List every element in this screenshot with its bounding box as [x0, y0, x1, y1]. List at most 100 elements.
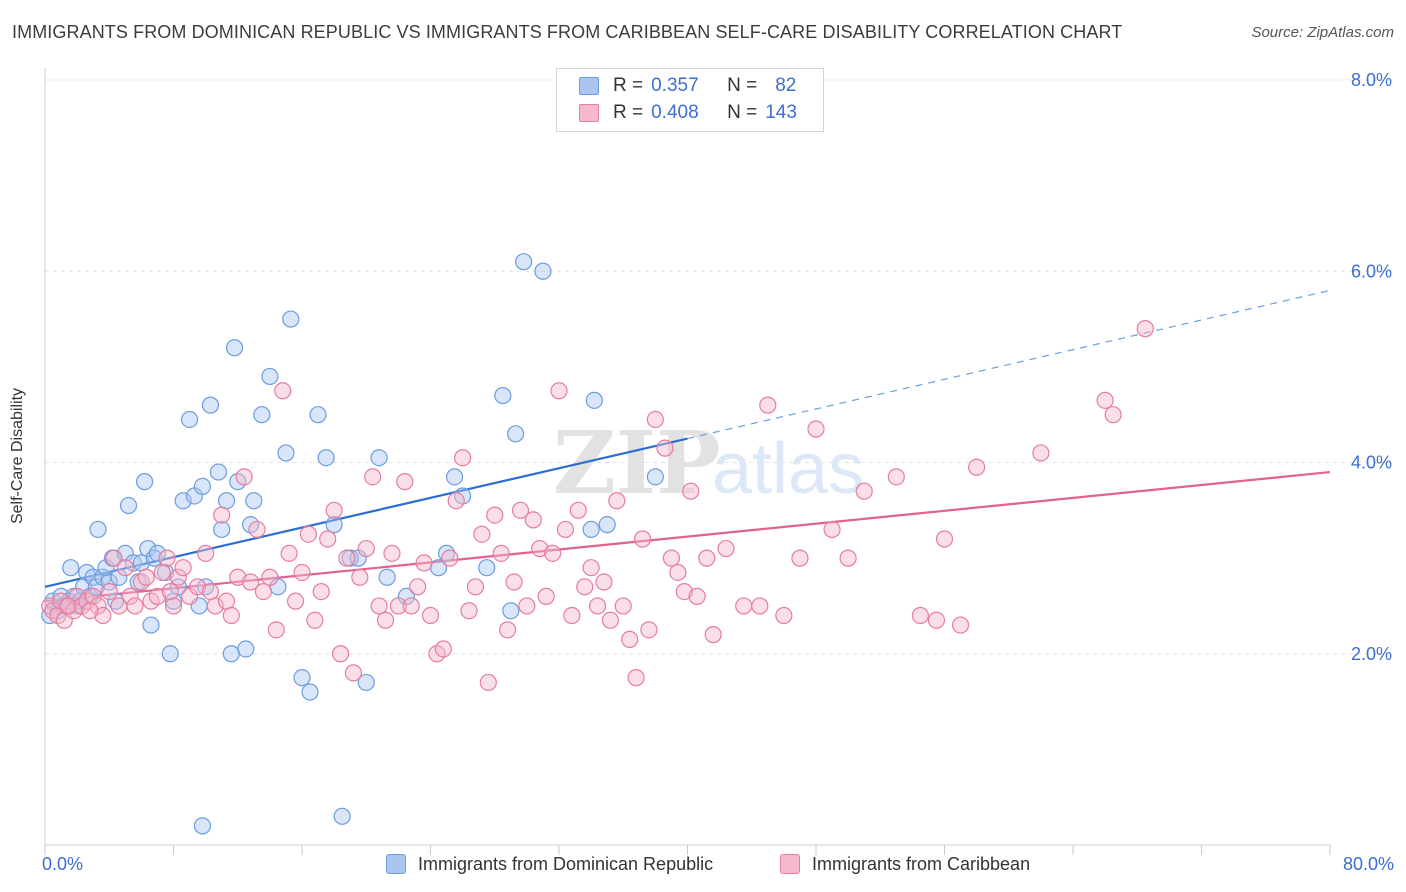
- n-value: 82: [775, 75, 797, 96]
- data-point: [445, 468, 464, 486]
- chart-title: IMMIGRANTS FROM DOMINICAN REPUBLIC VS IM…: [12, 22, 1123, 42]
- data-point: [161, 645, 179, 663]
- data-point: [688, 587, 706, 605]
- data-point: [164, 597, 183, 615]
- data-point: [534, 262, 552, 280]
- data-point: [682, 482, 700, 500]
- data-point: [282, 310, 300, 328]
- trend-lines: [44, 289, 1331, 603]
- n-label: N =: [727, 75, 758, 96]
- correlation-legend: R = 0.357 N = 82 R = 0.408 N = 143: [556, 68, 824, 132]
- data-point: [751, 597, 769, 615]
- data-point: [267, 621, 285, 639]
- data-point: [193, 477, 212, 496]
- n-label: N =: [727, 102, 758, 123]
- data-point: [698, 549, 716, 567]
- data-point: [614, 597, 632, 615]
- data-point: [466, 578, 485, 596]
- y-axis-label: Self-Care Disability: [9, 387, 26, 525]
- data-point: [274, 382, 292, 400]
- data-point: [84, 568, 102, 586]
- x-tick-label-max: 80.0%: [1343, 854, 1394, 874]
- data-point: [299, 525, 318, 543]
- data-point: [242, 573, 260, 591]
- data-point: [222, 606, 240, 625]
- data-point: [317, 449, 335, 467]
- data-point: [582, 559, 600, 577]
- data-point: [421, 606, 440, 625]
- data-point: [116, 559, 134, 577]
- data-point: [81, 602, 99, 620]
- data-point: [968, 458, 986, 476]
- axes: [44, 68, 1331, 855]
- data-point: [89, 520, 107, 539]
- data-point: [669, 563, 687, 582]
- tick-labels: 2.0% 4.0% 6.0% 8.0% 0.0% 80.0%: [42, 70, 1394, 874]
- data-point: [325, 501, 343, 519]
- data-point: [911, 606, 930, 625]
- data-point: [253, 406, 271, 424]
- data-point: [376, 611, 395, 629]
- data-point: [225, 339, 244, 357]
- data-point: [537, 587, 555, 605]
- data-point: [646, 468, 664, 486]
- legend-row-caribbean: R = 0.408 N = 143: [579, 101, 797, 125]
- data-point: [364, 468, 382, 486]
- data-point: [286, 592, 305, 610]
- trend-line-caribbean: [44, 470, 1331, 603]
- data-point: [823, 520, 841, 539]
- data-point: [145, 549, 163, 567]
- data-point: [378, 568, 396, 586]
- data-point: [402, 597, 420, 615]
- data-point: [370, 597, 388, 615]
- data-point: [434, 640, 452, 658]
- data-point: [383, 544, 401, 562]
- data-point: [515, 253, 533, 271]
- data-point: [1032, 444, 1050, 462]
- data-point: [293, 563, 311, 582]
- data-point: [437, 544, 456, 562]
- data-point: [621, 630, 639, 649]
- data-point: [357, 539, 375, 558]
- data-point: [499, 621, 517, 639]
- data-point: [142, 616, 160, 634]
- data-point: [646, 410, 664, 429]
- bottom-legend-caribbean: Immigrants from Caribbean: [780, 852, 1030, 876]
- data-point: [447, 492, 465, 510]
- data-point: [502, 602, 520, 620]
- n-value: 143: [765, 102, 797, 123]
- data-point: [588, 597, 607, 615]
- data-point: [601, 611, 620, 629]
- data-point: [492, 544, 510, 562]
- data-point: [505, 573, 523, 591]
- data-point: [807, 420, 825, 438]
- data-point: [415, 554, 433, 572]
- data-point: [775, 606, 793, 625]
- legend-swatch-dominican: [579, 77, 599, 95]
- data-point: [201, 582, 220, 601]
- data-point: [132, 573, 150, 591]
- data-point: [576, 578, 594, 596]
- data-point: [312, 582, 330, 601]
- data-point: [139, 539, 157, 558]
- data-point: [206, 597, 224, 615]
- data-point: [217, 592, 236, 610]
- data-point: [229, 568, 247, 586]
- data-point: [333, 807, 351, 825]
- data-point: [627, 669, 645, 687]
- data-point: [454, 449, 472, 467]
- data-point: [1136, 320, 1154, 338]
- data-point: [201, 396, 220, 414]
- y-tick-label: 2.0%: [1351, 644, 1392, 664]
- data-point: [89, 597, 107, 615]
- source-label: Source: ZipAtlas.com: [1251, 24, 1394, 41]
- data-point: [582, 520, 600, 539]
- data-point: [169, 568, 187, 586]
- data-point: [110, 568, 128, 586]
- r-label: R =: [613, 75, 644, 96]
- y-tick-label: 6.0%: [1351, 261, 1392, 281]
- data-point: [507, 425, 525, 443]
- data-point: [245, 492, 263, 510]
- data-point: [84, 587, 102, 605]
- data-point: [791, 549, 809, 567]
